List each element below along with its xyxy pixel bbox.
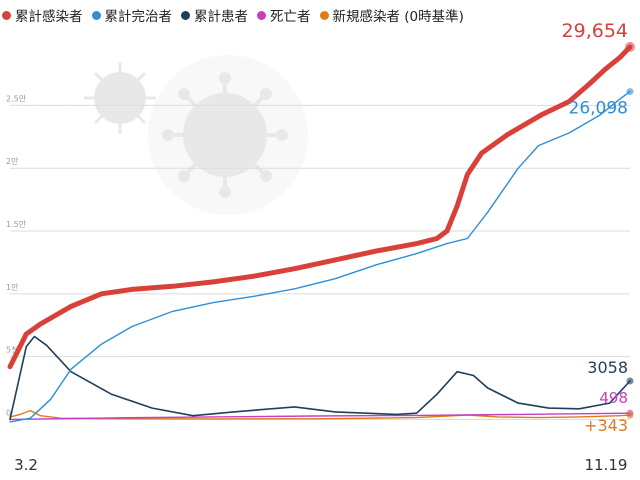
legend-swatch — [257, 10, 266, 20]
legend-item: 死亡者 — [257, 5, 311, 25]
end-label: 498 — [599, 389, 628, 407]
end-labels: 29,654 26,098 3058 498 +343 — [562, 20, 628, 435]
end-markers — [625, 41, 635, 419]
end-label: +343 — [584, 416, 628, 435]
series-line — [9, 90, 631, 423]
legend-swatch — [319, 10, 329, 20]
legend-item: 新規感染者 (0時基準) — [319, 5, 464, 25]
series-lines — [7, 44, 633, 423]
end-marker — [625, 41, 635, 52]
legend: 累計感染者 累計完治者 累計患者 死亡者 新規感染者 (0時基準) — [2, 4, 473, 26]
legend-item: 累計感染者 — [2, 5, 83, 25]
y-tick-label: 5천 — [6, 345, 18, 355]
y-tick-label: 2만 — [6, 157, 19, 166]
end-marker — [626, 377, 634, 385]
y-tick-label: 0 — [6, 408, 11, 417]
x-start-label: 3.2 — [14, 456, 38, 474]
legend-label: 累計患者 — [194, 9, 248, 25]
series-line — [9, 409, 631, 420]
legend-swatch — [91, 10, 101, 20]
end-label: 3058 — [587, 358, 628, 377]
series-line — [7, 44, 633, 370]
y-tick-label: 1.5만 — [6, 220, 27, 229]
y-tick-label: 2.5만 — [6, 94, 27, 103]
y-tick-labels: 0 5천 1만 1.5만 2만 2.5만 — [6, 94, 27, 417]
legend-swatch — [2, 10, 11, 20]
end-marker — [626, 88, 634, 96]
end-marker — [626, 411, 634, 419]
legend-label: 死亡者 — [270, 9, 311, 25]
y-tick-label: 1만 — [6, 283, 19, 292]
legend-label: 累計完治者 — [104, 9, 173, 25]
legend-item: 累計患者 — [181, 5, 248, 25]
legend-item: 累計完治者 — [91, 5, 173, 25]
legend-label: 累計感染者 — [15, 9, 83, 25]
x-axis-labels: 3.2 11.19 — [14, 456, 627, 474]
end-label: 29,654 — [562, 20, 628, 42]
legend-swatch — [181, 10, 190, 20]
series-line — [9, 412, 631, 421]
virus-watermark — [84, 55, 308, 215]
x-end-label: 11.19 — [585, 456, 628, 474]
legend-label: 新規感染者 (0時基準) — [332, 9, 464, 25]
series-line — [9, 335, 631, 421]
end-label: 26,098 — [569, 99, 628, 119]
